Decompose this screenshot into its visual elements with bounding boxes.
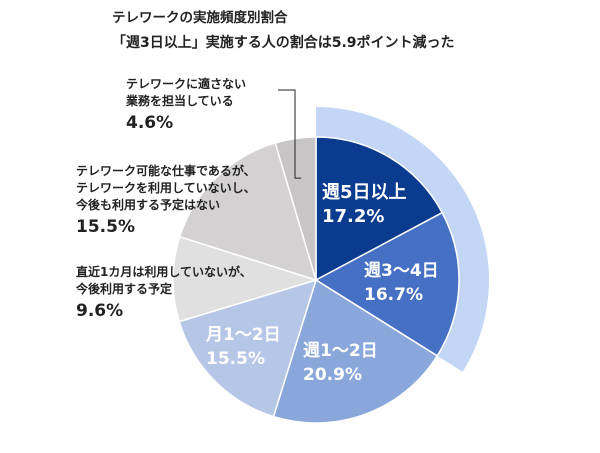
label-5days-text: 週5日以上 bbox=[322, 182, 407, 203]
label-monthly-value: 15.5% bbox=[206, 349, 265, 369]
pie-slice-2 bbox=[272, 278, 439, 424]
chart-subtitle: 「週3日以上」実施する人の割合は5.9ポイント減った bbox=[112, 35, 455, 51]
label-5days-value: 17.2% bbox=[322, 206, 385, 227]
label-planned-text: 直近1カ月は利用していないが、 今後利用する予定 bbox=[76, 265, 252, 296]
label-1-2days: 週1～2日 20.9% bbox=[303, 339, 378, 387]
label-3-4days: 週3～4日 16.7% bbox=[364, 259, 439, 307]
label-5days: 週5日以上 17.2% bbox=[322, 181, 407, 229]
label-monthly-text: 月1～2日 bbox=[206, 325, 281, 345]
pie-slice-4 bbox=[172, 235, 319, 323]
pie-slice-1 bbox=[314, 211, 460, 357]
label-3-4days-value: 16.7% bbox=[364, 285, 423, 305]
pie-slice-0 bbox=[315, 136, 444, 282]
label-1-2days-text: 週1～2日 bbox=[303, 341, 378, 361]
label-planned-value: 9.6% bbox=[76, 301, 124, 321]
label-1-2days-value: 20.9% bbox=[303, 365, 362, 385]
pie-slice-5 bbox=[178, 141, 318, 282]
label-not-suited: テレワークに適さない 業務を担当している 4.6% bbox=[126, 76, 246, 134]
leader-line-not-suited bbox=[278, 89, 302, 179]
highlight-band-3days-or-more bbox=[316, 107, 489, 372]
label-possible-not-using-value: 15.5% bbox=[76, 217, 135, 237]
label-possible-not-using: テレワーク可能な仕事であるが、 テレワークを利用していないし、 今後も利用する予… bbox=[76, 163, 256, 238]
label-not-suited-text: テレワークに適さない 業務を担当している bbox=[126, 77, 247, 108]
chart-title: テレワークの実施頻度別割合 bbox=[112, 10, 288, 26]
label-monthly: 月1～2日 15.5% bbox=[206, 323, 281, 371]
label-possible-not-using-text: テレワーク可能な仕事であるが、 テレワークを利用していないし、 今後も利用する予… bbox=[76, 164, 256, 212]
label-3-4days-text: 週3～4日 bbox=[364, 261, 439, 281]
label-not-suited-value: 4.6% bbox=[126, 113, 174, 133]
pie-slice-3 bbox=[178, 278, 318, 418]
label-planned: 直近1カ月は利用していないが、 今後利用する予定 9.6% bbox=[76, 264, 252, 322]
